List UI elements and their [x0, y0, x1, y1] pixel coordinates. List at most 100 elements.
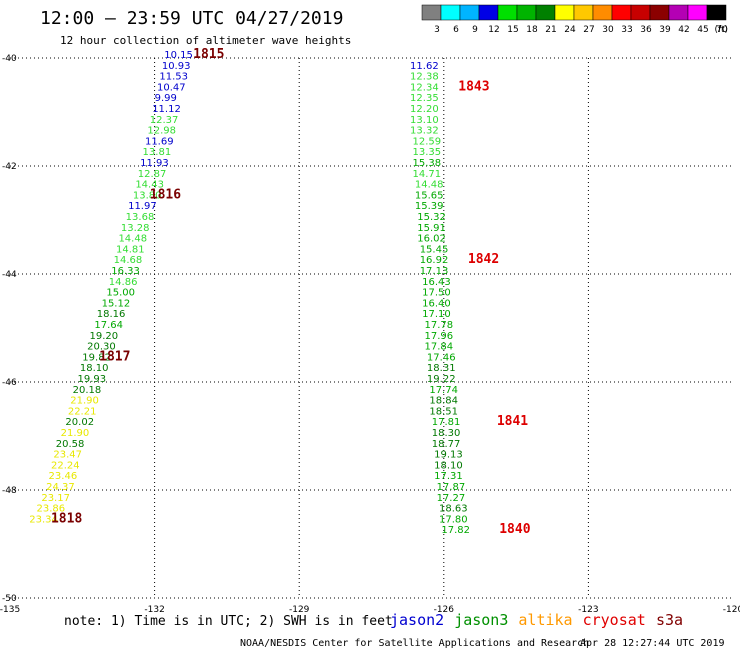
color-scale-swatch — [497, 4, 518, 21]
time-label: 1817 — [99, 349, 130, 364]
swh-value-label: 12.35 — [410, 93, 439, 104]
color-scale-swatch — [459, 4, 480, 21]
swh-value-label: 17.84 — [425, 342, 454, 353]
swh-value-label: 17.27 — [437, 493, 466, 504]
swh-value-label: 12.87 — [138, 169, 167, 180]
swh-value-label: 15.91 — [417, 223, 446, 234]
swh-value-label: 16.92 — [420, 255, 449, 266]
swh-value-label: 18.51 — [429, 406, 458, 417]
swh-value-label: 19.82 — [82, 352, 111, 363]
time-label: 1840 — [499, 522, 530, 537]
swh-value-label: 16.02 — [417, 234, 446, 245]
time-label: 1815 — [193, 47, 224, 62]
swh-value-label: 18.31 — [427, 363, 456, 374]
swh-value-label: 15.12 — [102, 298, 131, 309]
satellite-legend: jason2 jason3 altika cryosat s3a — [390, 611, 683, 629]
swh-value-label: 13.35 — [412, 147, 441, 158]
color-scale-legend: 3 6 9 12 15 18 21 24 27 30 33 36 39 42 45 70(ft) — [421, 4, 728, 35]
swh-value-label: 18.63 — [439, 504, 468, 515]
swh-value-label: 19.13 — [434, 450, 463, 461]
color-scale-label: 24 — [564, 25, 576, 35]
swh-value-label: 18.16 — [97, 309, 126, 320]
color-scale-swatch — [592, 4, 613, 21]
swh-value-label: 19.93 — [77, 374, 106, 385]
swh-value-label: 14.48 — [415, 180, 444, 191]
swh-value-label: 23.46 — [49, 471, 78, 482]
color-scale-label: 21 — [545, 25, 556, 35]
swh-value-label: 12.37 — [150, 115, 179, 126]
swh-value-label: 11.12 — [152, 104, 181, 115]
color-scale-label: 70 — [716, 25, 728, 35]
swh-value-label: 18.84 — [429, 396, 458, 407]
swh-value-label: 15.45 — [420, 244, 449, 255]
swh-value-label: 12.59 — [412, 136, 441, 147]
time-label: 1816 — [150, 187, 181, 202]
swh-value-label: 14.81 — [116, 244, 145, 255]
wave-height-tracks: 10.1510.9311.5310.479.9911.1212.3712.981… — [29, 47, 530, 537]
swh-value-label: 16.33 — [111, 266, 140, 277]
swh-value-label: 17.82 — [441, 525, 470, 536]
color-scale-label: 45 — [697, 25, 708, 35]
color-scale-swatch — [478, 4, 499, 21]
legend-jason3: jason3 — [454, 611, 508, 629]
legend-cryosat: cryosat — [583, 611, 646, 629]
swh-value-label: 17.50 — [422, 288, 451, 299]
swh-value-label: 14.48 — [118, 234, 147, 245]
swh-value-label: 14.43 — [135, 180, 164, 191]
x-tick-label: -135 — [0, 605, 20, 615]
swh-value-label: 13.32 — [410, 126, 439, 137]
swh-value-label: 11.93 — [140, 158, 169, 169]
footnote: note: 1) Time is in UTC; 2) SWH is in fe… — [64, 614, 393, 629]
swh-value-label: 18.10 — [434, 460, 463, 471]
x-tick-label: -126 — [434, 605, 455, 615]
color-scale-label: 30 — [602, 25, 614, 35]
color-scale-label: 18 — [526, 25, 538, 35]
swh-value-label: 13.80 — [133, 190, 162, 201]
color-scale-label: 42 — [678, 25, 689, 35]
swh-value-label: 17.64 — [94, 320, 123, 331]
x-tick-label: -123 — [578, 605, 598, 615]
time-label: 1843 — [458, 79, 489, 94]
swh-value-label: 11.97 — [128, 201, 157, 212]
swh-value-label: 18.30 — [432, 428, 461, 439]
swh-value-label: 13.81 — [143, 147, 172, 158]
swh-value-label: 22.24 — [51, 460, 80, 471]
swh-value-label: 17.74 — [429, 385, 458, 396]
color-scale-label: 15 — [507, 25, 518, 35]
y-tick-label: -50 — [2, 594, 17, 604]
map-subtitle: 12 hour collection of altimeter wave hei… — [60, 34, 351, 47]
swh-value-label: 13.28 — [121, 223, 150, 234]
legend-jason2: jason2 — [390, 611, 444, 629]
lat-lon-grid — [10, 57, 733, 599]
legend-s3a: s3a — [656, 611, 683, 629]
swh-value-label: 21.90 — [61, 428, 90, 439]
swh-value-label: 20.02 — [65, 417, 94, 428]
swh-value-label: 24.37 — [46, 482, 75, 493]
swh-value-label: 17.96 — [425, 331, 454, 342]
color-scale-swatch — [535, 4, 556, 21]
swh-value-label: 16.43 — [422, 277, 451, 288]
swh-value-label: 14.71 — [412, 169, 441, 180]
color-scale-swatch — [573, 4, 594, 21]
swh-value-label: 13.68 — [126, 212, 155, 223]
swh-value-label: 20.30 — [87, 342, 116, 353]
color-scale-swatch — [421, 4, 442, 21]
color-scale-unit: (ft) — [714, 25, 728, 35]
swh-value-label: 11.69 — [145, 136, 174, 147]
y-tick-label: -48 — [2, 486, 17, 496]
y-tick-label: -46 — [2, 378, 17, 388]
swh-value-label: 17.87 — [437, 482, 466, 493]
swh-value-label: 15.32 — [417, 212, 446, 223]
swh-value-label: 23.47 — [53, 450, 82, 461]
swh-value-label: 21.90 — [70, 396, 99, 407]
color-scale-label: 6 — [453, 25, 459, 35]
swh-value-label: 17.31 — [434, 471, 463, 482]
color-scale-swatch — [554, 4, 575, 21]
swh-value-label: 18.10 — [80, 363, 109, 374]
swh-value-label: 17.80 — [439, 514, 468, 525]
swh-value-label: 14.68 — [114, 255, 143, 266]
time-label: 1818 — [51, 511, 82, 526]
swh-value-label: 14.86 — [109, 277, 138, 288]
swh-value-label: 19.20 — [90, 331, 119, 342]
